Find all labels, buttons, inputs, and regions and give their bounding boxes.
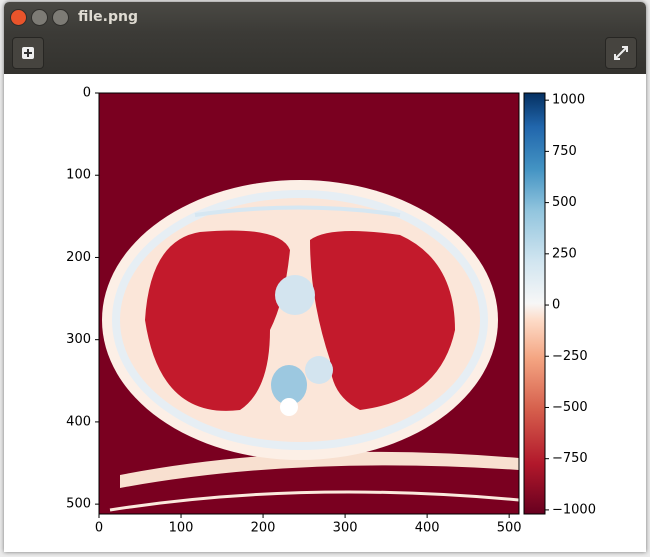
colorbar-tick-label: 250 [552,246,577,261]
y-tick-label: 100 [66,168,91,183]
y-tick-label: 200 [66,250,91,265]
colorbar-tick-label: −1000 [552,502,596,517]
colorbar-tick-label: 1000 [552,93,585,108]
colorbar-tick-label: −750 [552,451,588,466]
fullscreen-button[interactable] [605,37,637,69]
minimize-button[interactable] [31,9,48,26]
ct-image [99,93,519,514]
title-bar: file.png [4,2,646,32]
x-tick-label: 0 [95,521,103,536]
x-tick-label: 400 [415,521,440,536]
y-tick-label: 500 [66,497,91,512]
colorbar-tick-label: −500 [552,400,588,415]
window-title: file.png [78,9,138,25]
x-tick-label: 100 [169,521,194,536]
x-tick-label: 300 [333,521,358,536]
toolbar [4,32,646,74]
y-tick-label: 400 [66,414,91,429]
x-tick-label: 500 [497,521,522,536]
colorbar [523,92,546,515]
add-button[interactable] [12,37,44,69]
maximize-button[interactable] [52,9,69,26]
colorbar-tick-label: 500 [552,195,577,210]
axes-frame [98,92,520,515]
y-tick-label: 0 [83,86,91,101]
close-button[interactable] [10,9,27,26]
y-tick-label: 300 [66,332,91,347]
colorbar-tick-label: −250 [552,349,588,364]
x-tick-label: 200 [251,521,276,536]
colorbar-tick-label: 0 [552,298,560,313]
colorbar-tick-label: 750 [552,144,577,159]
